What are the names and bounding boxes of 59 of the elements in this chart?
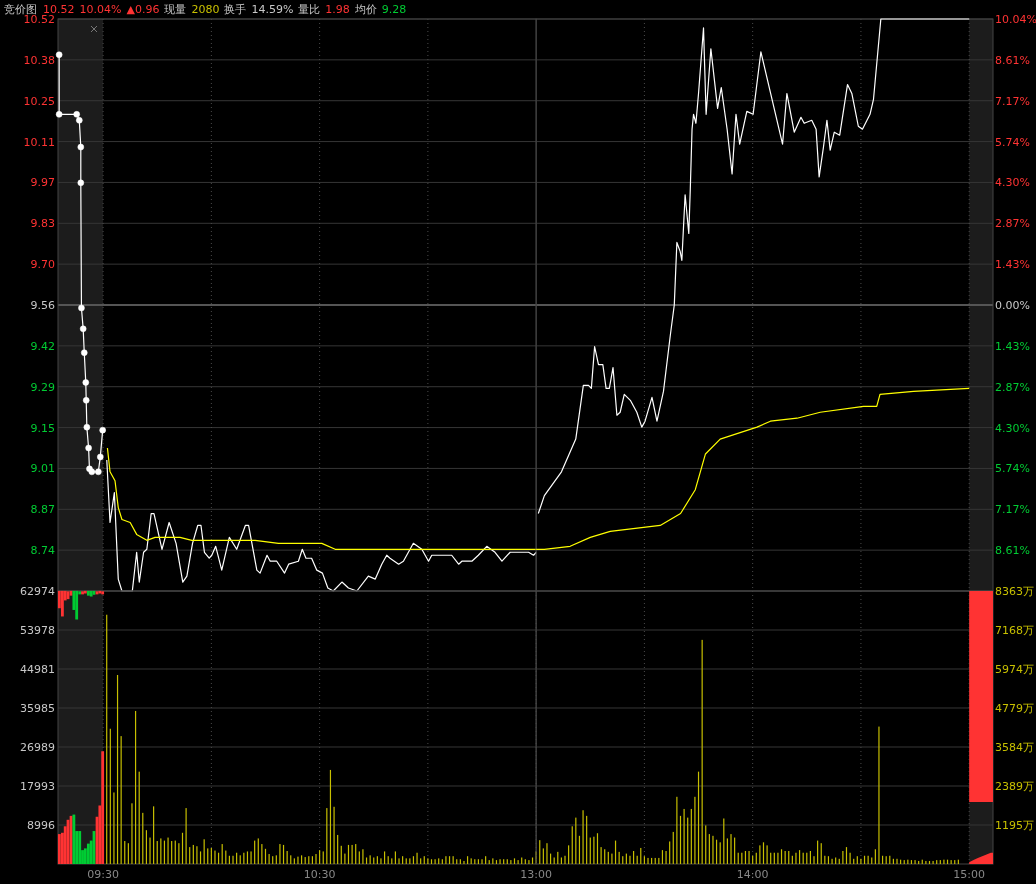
y2-tick-label: 8363万 xyxy=(995,585,1034,598)
y-tick-label: 26989 xyxy=(20,741,55,754)
y2-tick-label: 3584万 xyxy=(995,741,1034,754)
text: 换手 xyxy=(224,3,247,16)
y2-tick-label: 4779万 xyxy=(995,702,1034,715)
y-tick-label: 9.01 xyxy=(30,462,55,476)
x-tick-label: 13:00 xyxy=(520,868,552,881)
text: 2080 xyxy=(191,3,220,16)
y-tick-label: 35985 xyxy=(20,702,55,715)
y-tick-label: 9.56 xyxy=(30,299,55,312)
y2-tick-label: 8.61% xyxy=(995,53,1030,67)
y-tick-label: 8996 xyxy=(27,819,55,832)
x-tick-label: 09:30 xyxy=(87,868,119,881)
text: 均价 xyxy=(353,3,377,16)
text: 量比 xyxy=(298,3,321,16)
y2-tick-label: 7.17% xyxy=(995,94,1030,108)
chart-title: 竞价图 xyxy=(4,3,37,16)
y-tick-label: 10.38 xyxy=(23,53,55,67)
y2-tick-label: 5974万 xyxy=(995,662,1034,676)
y2-tick-label: 7168万 xyxy=(995,624,1034,638)
y2-tick-label: 7.17% xyxy=(995,503,1030,517)
text: 9.28 xyxy=(381,3,407,16)
y-tick-label: 53978 xyxy=(20,624,55,637)
y-tick-label: 8.74 xyxy=(30,544,55,558)
y-tick-label: 44981 xyxy=(20,663,55,676)
y-tick-label: 10.25 xyxy=(23,94,55,108)
text: 10.04% xyxy=(79,3,122,16)
text: 1.98 xyxy=(325,3,350,16)
y2-tick-label: 5.74% xyxy=(995,462,1030,476)
x-tick-label: 15:00 xyxy=(953,868,986,881)
x-tick-label: 10:30 xyxy=(303,868,336,881)
y2-tick-label: 2.87% xyxy=(995,380,1030,394)
y-tick-label: 9.83 xyxy=(30,217,55,231)
y2-tick-label: 1.43% xyxy=(995,339,1030,353)
y-tick-label: 9.97 xyxy=(30,176,55,190)
x-tick-label: 14:00 xyxy=(736,868,769,881)
y2-tick-label: 8.61% xyxy=(995,544,1030,558)
text: 10.52 xyxy=(43,3,75,16)
text: 现量 xyxy=(164,3,187,16)
text: ▲0.96 xyxy=(126,3,160,16)
y-tick-label: 9.15 xyxy=(30,421,55,435)
y2-tick-label: 10.04% xyxy=(995,13,1036,26)
y-tick-label: 9.42 xyxy=(30,339,55,353)
y2-tick-label: 4.30% xyxy=(995,176,1030,190)
y-tick-label: 9.29 xyxy=(30,380,55,394)
y2-tick-label: 1195万 xyxy=(995,818,1034,832)
y-tick-label: 17993 xyxy=(20,780,55,793)
y2-tick-label: 1.43% xyxy=(995,258,1030,272)
y2-tick-label: 0.00% xyxy=(995,299,1030,312)
y2-tick-label: 2.87% xyxy=(995,217,1030,231)
y-tick-label: 62974 xyxy=(20,585,55,598)
y-tick-label: 10.11 xyxy=(23,135,55,149)
y-tick-label: 9.70 xyxy=(30,258,55,272)
y2-tick-label: 5.74% xyxy=(995,135,1030,149)
y2-tick-label: 2389万 xyxy=(995,780,1034,794)
y-tick-label: 10.52 xyxy=(23,13,55,26)
y-tick-label: 8.87 xyxy=(30,503,55,517)
text: 14.59% xyxy=(251,3,294,16)
y2-tick-label: 4.30% xyxy=(995,421,1030,435)
